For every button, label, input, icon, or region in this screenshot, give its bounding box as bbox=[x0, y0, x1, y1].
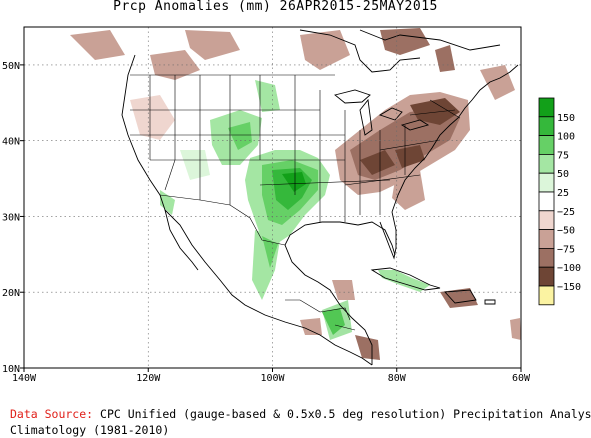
legend-swatch bbox=[538, 247, 555, 268]
legend-swatch bbox=[538, 191, 555, 212]
x-tick-label: 100W bbox=[260, 373, 285, 384]
y-tick-label: 30N bbox=[2, 212, 20, 223]
borders bbox=[130, 74, 461, 331]
y-tick-label: 40N bbox=[2, 137, 20, 148]
legend-label: 50 bbox=[557, 169, 569, 180]
x-tick-label: 80W bbox=[388, 373, 407, 384]
legend-swatch bbox=[538, 172, 555, 193]
data-source-text: CPC Unified (gauge-based & 0.5x0.5 deg r… bbox=[93, 407, 591, 421]
graticule bbox=[24, 27, 521, 368]
colorbar-legend: 150 100 75 50 25 −25 −50 −75 −100 −150 bbox=[538, 97, 581, 306]
y-axis: 10N 20N 30N 40N 50N bbox=[2, 61, 24, 375]
y-tick-label: 50N bbox=[2, 61, 20, 72]
legend-swatch bbox=[538, 285, 555, 306]
x-axis: 140W 120W 100W 80W 60W bbox=[12, 368, 531, 384]
legend-label: 150 bbox=[557, 113, 575, 124]
legend-swatch bbox=[538, 135, 555, 155]
legend-label: 75 bbox=[557, 150, 569, 161]
legend-label: −75 bbox=[557, 244, 575, 255]
legend-label: 100 bbox=[557, 132, 575, 143]
y-tick-label: 20N bbox=[2, 288, 20, 299]
footer: Data Source: CPC Unified (gauge-based & … bbox=[10, 406, 591, 438]
legend-swatch bbox=[538, 97, 555, 118]
legend-swatch bbox=[538, 210, 555, 231]
legend-label: −50 bbox=[557, 226, 575, 237]
climatology-text: Climatology (1981-2010) bbox=[10, 423, 170, 437]
legend-label: −150 bbox=[557, 282, 581, 293]
legend-label: −25 bbox=[557, 207, 575, 218]
map-title: Prcp Anomalies (mm) 26APR2015-25MAY2015 bbox=[113, 0, 438, 14]
legend-swatch bbox=[538, 266, 555, 287]
legend-swatch bbox=[538, 229, 555, 249]
data-source-label: Data Source: bbox=[10, 407, 94, 421]
legend-label: 25 bbox=[557, 188, 569, 199]
legend-swatch bbox=[538, 116, 555, 137]
legend-label: −100 bbox=[557, 263, 581, 274]
x-tick-label: 120W bbox=[136, 373, 161, 384]
legend-swatch bbox=[538, 153, 555, 174]
y-tick-label: 10N bbox=[2, 364, 20, 375]
x-tick-label: 140W bbox=[12, 373, 37, 384]
x-tick-label: 60W bbox=[512, 373, 531, 384]
